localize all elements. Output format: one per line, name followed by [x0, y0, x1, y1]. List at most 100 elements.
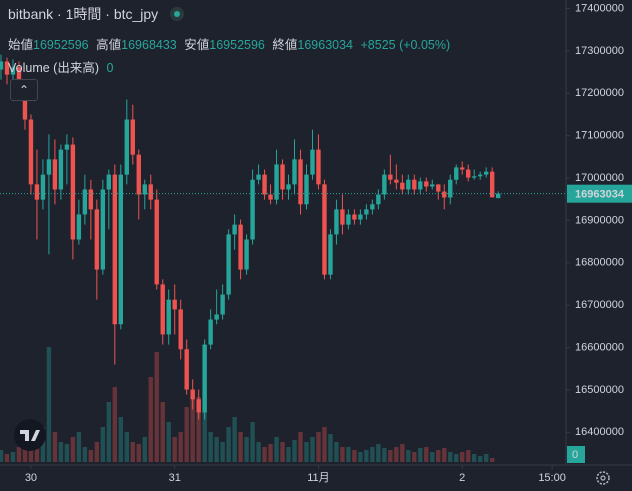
ohlc-label: 始値 [8, 38, 34, 52]
candle-body [328, 234, 333, 275]
volume-bar [352, 450, 357, 462]
volume-bar [148, 377, 153, 462]
candle-body [22, 87, 28, 120]
candle-body [286, 184, 291, 190]
ohlc-label: 終値 [272, 38, 298, 52]
volume-bar [16, 447, 22, 462]
y-tick-label: 16500000 [575, 384, 624, 396]
volume-bar [424, 447, 429, 462]
candle-body [70, 144, 76, 240]
candle-body [100, 189, 106, 270]
volume-bar [256, 442, 261, 462]
candle-body [208, 319, 213, 345]
ohlc-value: 16952596 [33, 38, 89, 52]
candle-body [346, 214, 351, 225]
candle-body [400, 182, 405, 190]
x-tick-label: 15:00 [538, 472, 566, 484]
volume-bar [238, 432, 243, 462]
candle-body [442, 191, 447, 198]
volume-bar [418, 448, 423, 462]
candle-body [76, 214, 82, 240]
candle-body [196, 399, 201, 413]
candle-body [202, 344, 207, 413]
volume-bar [70, 437, 76, 462]
ohlc-value: 16963034 [297, 38, 354, 52]
volume-bar [358, 452, 363, 462]
candle-body [148, 184, 153, 200]
header-title-row: bitbank · 1時間 · btc_jpy [8, 4, 185, 24]
volume-bar [364, 450, 369, 462]
volume-bar [154, 352, 159, 462]
candle-body [436, 184, 441, 192]
volume-bar [112, 387, 118, 462]
volume-value: 0 [106, 61, 114, 75]
candle-body [238, 224, 243, 270]
volume-bar [64, 444, 70, 462]
candle-body [214, 314, 219, 320]
candle-body [250, 179, 255, 240]
candle-body [358, 214, 363, 220]
candle-body [112, 174, 118, 325]
candle-body [280, 164, 285, 190]
y-tick-label: 16900000 [575, 214, 624, 226]
volume-bar [489, 458, 495, 462]
volume-bar [430, 452, 435, 462]
volume-bar [214, 437, 219, 462]
volume-bar [346, 447, 351, 462]
volume-bar [328, 434, 333, 462]
chart-title: bitbank · 1時間 · btc_jpy [8, 6, 159, 22]
volume-bar [370, 447, 375, 462]
y-tick-label: 17200000 [575, 87, 624, 99]
candle-body [16, 67, 22, 88]
volume-bar [88, 450, 94, 462]
candle-body [172, 299, 177, 310]
candle-body [106, 174, 112, 190]
volume-box-label: 0 [572, 449, 578, 461]
candle-body [424, 181, 429, 187]
candle-body [454, 167, 459, 180]
volume-bar [106, 402, 112, 462]
y-tick-label: 17400000 [575, 2, 624, 14]
y-tick-label: 16400000 [575, 426, 624, 438]
candle-body [10, 67, 16, 75]
volume-bar [448, 452, 453, 462]
y-tick-label: 17000000 [575, 172, 624, 184]
candle-body [310, 149, 315, 175]
volume-bar [292, 440, 297, 462]
candle-body [298, 159, 303, 205]
y-tick-label: 16700000 [575, 299, 624, 311]
candle-body [364, 209, 369, 215]
volume-bar [124, 432, 129, 462]
candle-body [88, 189, 94, 210]
volume-bar [334, 442, 339, 462]
candle-body [94, 209, 100, 270]
volume-bar [130, 442, 135, 462]
candle-body [448, 179, 453, 198]
candle-body [130, 119, 135, 155]
candle-body [382, 174, 387, 195]
candle-body [52, 159, 58, 190]
candle-body [124, 119, 129, 175]
candle-body [58, 149, 64, 190]
y-tick-label: 17300000 [575, 45, 624, 57]
x-tick-label: 30 [25, 472, 37, 484]
candle-body [4, 61, 10, 75]
candle-body [394, 179, 399, 183]
candle-body [64, 144, 70, 150]
candle-body [489, 171, 495, 198]
volume-bar [196, 397, 201, 462]
candle-body [190, 389, 195, 400]
logo-bg [14, 419, 46, 451]
price-axis-bg [566, 0, 632, 491]
ohlc-label: 高値 [96, 38, 122, 52]
candle-body [184, 349, 189, 390]
collapse-button[interactable]: ⌃ [10, 79, 38, 101]
volume-bar [166, 422, 171, 462]
candle-body [460, 167, 465, 170]
volume-bar [483, 454, 489, 462]
volume-box [567, 446, 585, 463]
volume-bar [250, 422, 255, 462]
volume-bar [202, 412, 207, 462]
candle-body [166, 299, 171, 335]
